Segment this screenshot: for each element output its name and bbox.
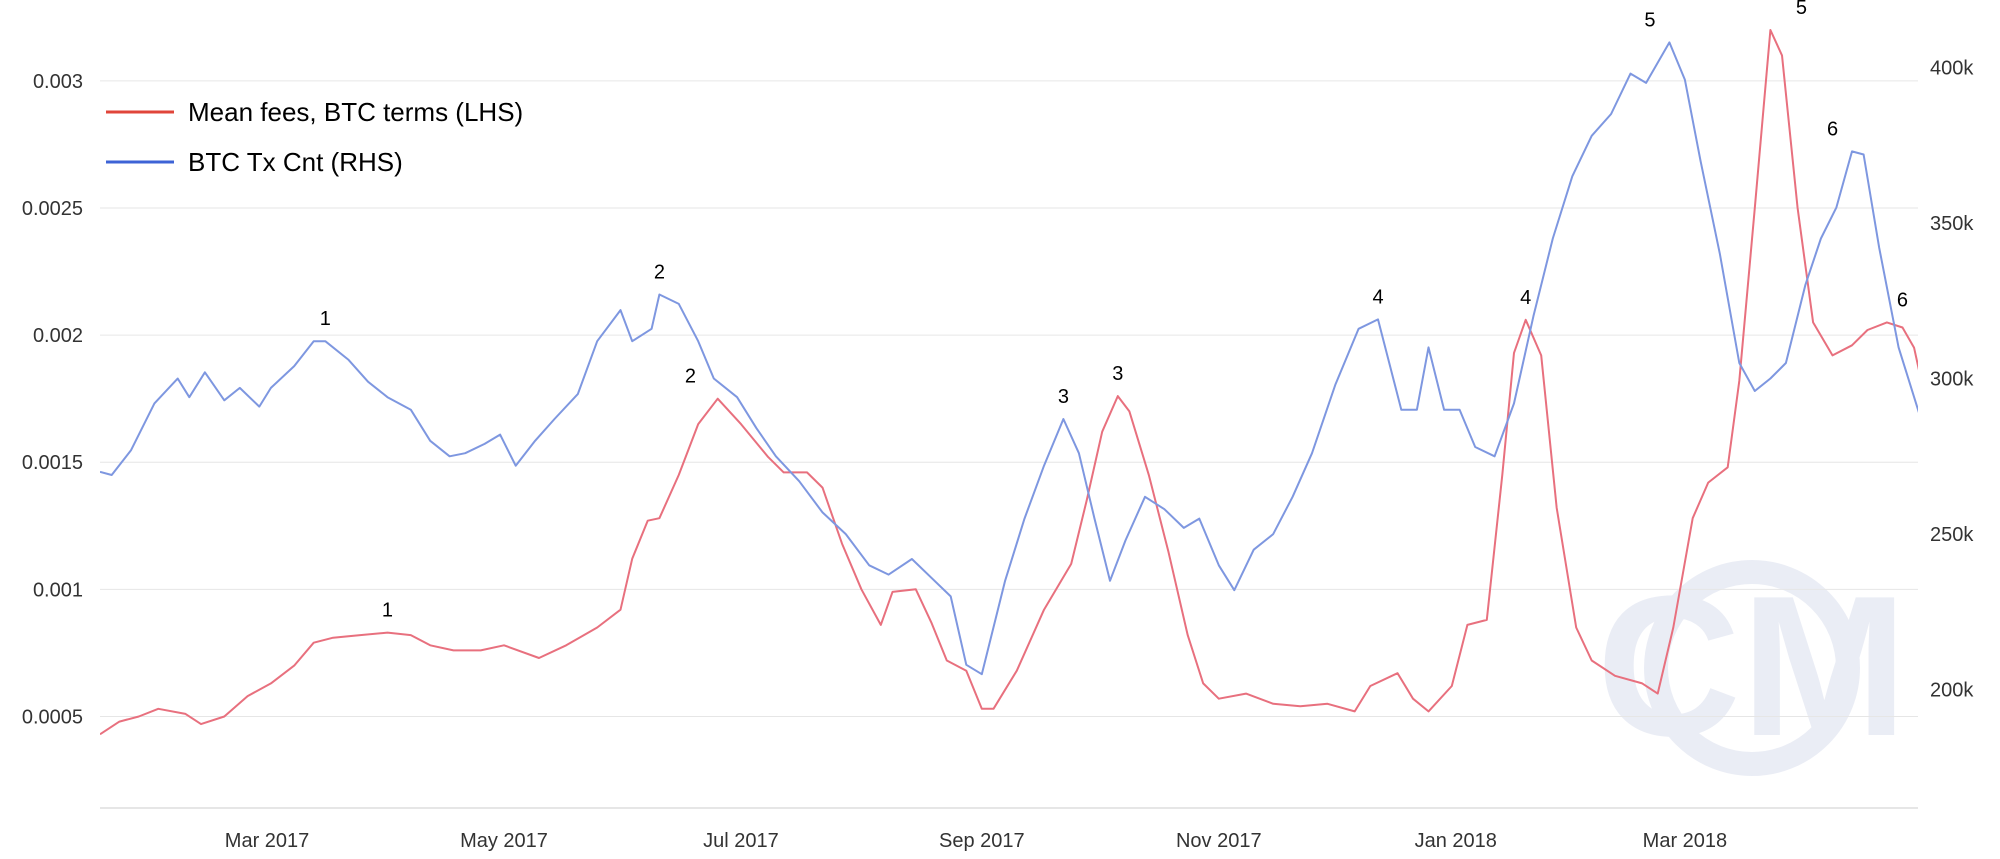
right-axis-tick-label: 400k	[1930, 57, 1974, 79]
watermark-logo: CM	[1596, 555, 1907, 778]
left-axis-tick-label: 0.003	[33, 71, 83, 93]
right-axis-tick-label: 350k	[1930, 213, 1974, 235]
series-lines	[100, 29, 1918, 736]
peak-label: 2	[685, 366, 696, 388]
peak-label: 4	[1520, 287, 1531, 309]
x-axis-tick-label: Jan 2018	[1415, 830, 1497, 852]
left-axis-tick-label: 0.0025	[22, 198, 83, 220]
x-axis-tick-label: Jul 2017	[703, 830, 779, 852]
right-y-axis: 200k 250k 300k 350k 400k	[1930, 57, 1974, 701]
left-axis-tick-label: 0.0015	[22, 452, 83, 474]
left-axis-tick-label: 0.0005	[22, 706, 83, 728]
x-axis: Mar 2017 May 2017 Jul 2017 Sep 2017 Nov 2017…	[100, 807, 1918, 852]
right-axis-tick-label: 200k	[1930, 680, 1974, 702]
watermark-ring	[1644, 560, 1860, 776]
right-axis-tick-label: 250k	[1930, 524, 1974, 546]
x-axis-tick-label: Mar 2017	[225, 830, 310, 852]
peak-annotations: 1 1 2 2 3 3 4 4 5 5 6 6	[320, 0, 1908, 622]
left-axis-tick-label: 0.002	[33, 325, 83, 347]
peak-label: 5	[1644, 9, 1655, 31]
left-y-axis: 0.0005 0.001 0.0015 0.002 0.0025 0.003	[22, 71, 83, 729]
legend-label: BTC Tx Cnt (RHS)	[188, 147, 403, 177]
x-axis-tick-label: Nov 2017	[1176, 830, 1262, 852]
x-axis-tick-label: Mar 2018	[1643, 830, 1728, 852]
peak-label: 6	[1897, 289, 1908, 311]
mean-fees-line	[100, 29, 1918, 736]
x-axis-tick-label: May 2017	[460, 830, 548, 852]
grid	[100, 80, 1918, 717]
legend-label: Mean fees, BTC terms (LHS)	[188, 97, 523, 127]
peak-label: 3	[1112, 363, 1123, 385]
watermark-text: CM	[1596, 555, 1907, 778]
left-axis-tick-label: 0.001	[33, 579, 83, 601]
peak-label: 4	[1372, 286, 1383, 308]
legend: Mean fees, BTC terms (LHS) BTC Tx Cnt (RH…	[106, 97, 523, 177]
peak-label: 2	[654, 262, 665, 284]
right-axis-tick-label: 300k	[1930, 369, 1974, 391]
peak-label: 1	[320, 308, 331, 330]
tx-count-line	[100, 41, 1918, 676]
peak-label: 1	[382, 600, 393, 622]
peak-label: 5	[1796, 0, 1807, 19]
peak-label: 3	[1058, 386, 1069, 408]
peak-label: 6	[1827, 118, 1838, 140]
x-axis-tick-label: Sep 2017	[939, 830, 1025, 852]
